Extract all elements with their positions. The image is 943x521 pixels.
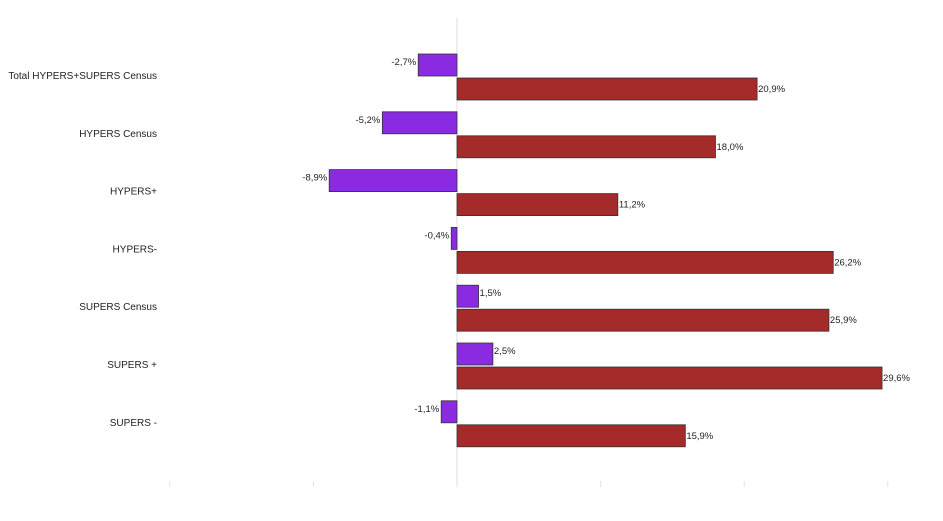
value-label: 2,5%	[494, 346, 516, 357]
value-label: -1,1%	[414, 404, 439, 415]
value-label: 1,5%	[480, 288, 502, 299]
value-labels: -2,7% 20,9% -5,2% 18,0% -8,9% 11,2% -0,4% 26,2%…	[302, 57, 910, 442]
bar-series-2	[456, 77, 758, 101]
category-label: HYPERS+	[110, 187, 157, 198]
bar-series-2	[456, 308, 830, 332]
category-label: HYPERS Census	[79, 129, 157, 140]
value-label: 15,9%	[686, 431, 713, 442]
bar-series-1	[328, 169, 458, 193]
value-label: 26,2%	[834, 257, 861, 268]
bar-series-2	[456, 366, 883, 390]
value-label: -0,4%	[424, 230, 449, 241]
category-label: SUPERS +	[107, 360, 157, 371]
value-label: 25,9%	[830, 315, 857, 326]
value-label: 18,0%	[716, 142, 743, 153]
category-label: Total HYPERS+SUPERS Census	[8, 71, 157, 82]
bar-series-1	[450, 226, 458, 250]
bar-series-1	[456, 342, 494, 366]
category-label: SUPERS -	[110, 418, 157, 429]
bar-series-2	[456, 135, 716, 159]
bar-series-2	[456, 250, 834, 274]
value-label: 11,2%	[619, 200, 646, 211]
value-label: -2,7%	[391, 57, 416, 68]
value-label: 20,9%	[758, 84, 785, 95]
bar-series-2	[456, 424, 686, 448]
value-label: 29,6%	[883, 373, 910, 384]
category-label: SUPERS Census	[79, 302, 157, 313]
value-label: -8,9%	[302, 173, 327, 184]
bar-series-2	[456, 193, 619, 217]
bar-series-1	[381, 111, 458, 135]
bar-series-1	[456, 284, 479, 308]
category-labels: Total HYPERS+SUPERS Census HYPERS Census H…	[8, 71, 157, 429]
bars	[328, 53, 883, 448]
bar-series-1	[440, 400, 458, 424]
x-axis-ticks	[169, 481, 889, 487]
category-label: HYPERS-	[113, 244, 157, 255]
bar-series-1	[417, 53, 458, 77]
value-label: -5,2%	[355, 115, 380, 126]
